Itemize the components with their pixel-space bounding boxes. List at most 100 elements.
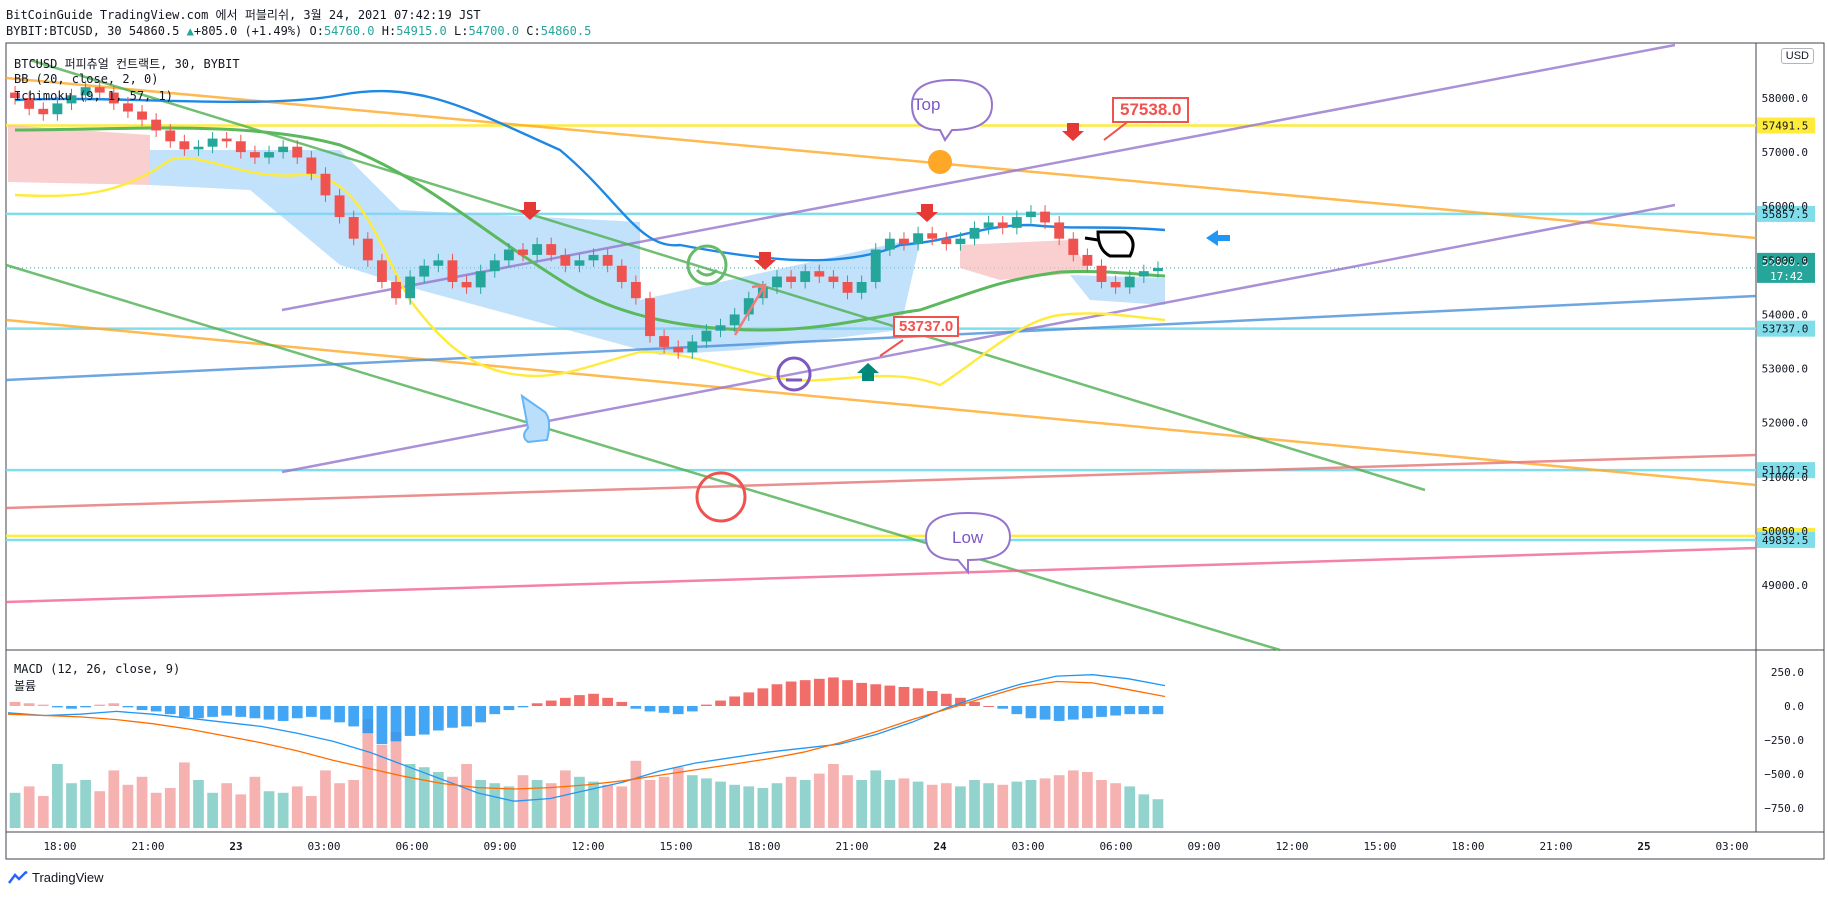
time-tick-label: 03:00 — [1011, 840, 1044, 853]
candle-body — [122, 103, 133, 112]
macd-histogram-bar — [249, 706, 261, 719]
candle-body — [38, 108, 49, 115]
arrow-down-icon — [916, 204, 938, 222]
candle-body — [80, 87, 91, 96]
candle-body — [320, 173, 331, 196]
volume-bar — [418, 767, 430, 828]
candle-body — [588, 254, 599, 261]
arrow-left-icon — [1206, 230, 1230, 246]
volume-bar — [828, 764, 839, 828]
macd-histogram-bar — [263, 706, 275, 720]
time-tick-label: 09:00 — [1187, 840, 1220, 853]
currency-button[interactable]: USD — [1780, 48, 1814, 64]
macd-histogram-bar — [37, 704, 49, 706]
volume-bar — [348, 780, 360, 828]
candle-body — [108, 92, 119, 104]
candle-body — [433, 260, 444, 266]
volume-bar — [1110, 783, 1121, 828]
macd-histogram-bar — [757, 688, 769, 706]
volume-bar — [1138, 794, 1150, 828]
volume-bar — [926, 784, 938, 828]
bb-legend[interactable]: BB (20, close, 2, 0) — [14, 72, 159, 86]
macd-histogram-bar — [1039, 706, 1051, 720]
candle-body — [447, 260, 458, 282]
candle-body — [715, 325, 726, 331]
candle-body — [955, 238, 966, 245]
macd-histogram-bar — [418, 706, 430, 735]
volume-bar — [362, 719, 374, 828]
candle-body — [630, 281, 641, 299]
macd-histogram-bar — [432, 706, 444, 731]
volume-bar — [249, 776, 261, 828]
volume-bar — [574, 776, 585, 828]
volume-bar — [602, 784, 614, 828]
trend-line — [5, 76, 1757, 240]
volume-bar — [856, 780, 868, 828]
volume-bar — [263, 791, 275, 828]
macd-histogram-bar — [221, 706, 233, 716]
macd-histogram-bar — [1011, 706, 1023, 715]
volume-bar — [66, 783, 77, 828]
volume-bar — [122, 784, 134, 828]
macd-histogram-bar — [616, 701, 628, 706]
volume-bar — [686, 775, 698, 828]
macd-histogram-bar — [291, 706, 303, 719]
candle-body — [1054, 222, 1065, 239]
price-tick-label: 55000.0 — [1762, 254, 1808, 267]
volume-bar — [983, 783, 994, 828]
macd-histogram-bar — [545, 700, 557, 706]
level-tag-label: 53737.0 — [1762, 323, 1808, 336]
top-callout-bubble — [910, 78, 994, 142]
symbol-label[interactable]: BYBIT:BTCUSD, 30 — [6, 24, 122, 38]
macd-histogram-bar — [489, 706, 501, 715]
candle-body — [193, 146, 204, 150]
tradingview-footer[interactable]: TradingView — [8, 870, 104, 885]
close-value: 54860.5 — [540, 24, 592, 38]
volume-bar — [1053, 775, 1065, 828]
macd-histogram-bar — [136, 706, 148, 711]
ichimoku-cloud-bearish — [8, 125, 150, 185]
time-tick-label: 03:00 — [1715, 840, 1748, 853]
macd-legend[interactable]: MACD (12, 26, close, 9) — [14, 662, 181, 676]
candle-body — [997, 222, 1008, 228]
candle-body — [207, 138, 218, 147]
trend-line — [281, 203, 1676, 474]
trend-line — [5, 546, 1757, 604]
volume-legend[interactable]: 볼륨 — [14, 679, 37, 693]
macd-histogram-bar — [559, 697, 571, 706]
pointing-hand-icon — [520, 393, 551, 444]
candle-body — [729, 314, 740, 326]
volume-bar — [376, 744, 388, 828]
candle-body — [602, 254, 613, 266]
macd-histogram-bar — [997, 706, 1009, 709]
candle-body — [264, 152, 274, 158]
macd-histogram-bar — [1110, 706, 1121, 716]
macd-histogram-bar — [828, 677, 839, 706]
candle-body — [1068, 238, 1079, 255]
chart-title-legend[interactable]: BTCUSD 퍼피츄얼 컨트랙트, 30, BYBIT — [14, 57, 240, 71]
time-tick-label: 23 — [229, 840, 242, 853]
candle-body — [884, 238, 895, 250]
open-value: 54760.0 — [323, 24, 375, 38]
candle-body — [503, 249, 514, 261]
open-label: O: — [309, 24, 324, 38]
level-tag — [1757, 462, 1815, 479]
volume-bar — [179, 762, 190, 828]
candle-body — [616, 265, 627, 282]
macd-histogram-bar — [334, 706, 345, 723]
macd-histogram-bar — [475, 706, 487, 723]
volume-bar — [489, 783, 501, 828]
macd-histogram-bar — [644, 706, 656, 712]
trend-line — [281, 43, 1676, 312]
volume-bar — [235, 794, 247, 828]
neutral-face-icon — [776, 356, 812, 392]
macd-histogram-bar — [320, 706, 331, 720]
macd-line — [7, 674, 1166, 802]
candle-body — [800, 271, 811, 282]
candle-body — [927, 233, 938, 239]
volume-bar — [193, 780, 204, 828]
candle-body — [814, 271, 825, 277]
macd-tick-label: −250.0 — [1764, 734, 1804, 747]
ichimoku-legend[interactable]: Ichimoku (9, 1, 57, 1) — [14, 89, 173, 103]
